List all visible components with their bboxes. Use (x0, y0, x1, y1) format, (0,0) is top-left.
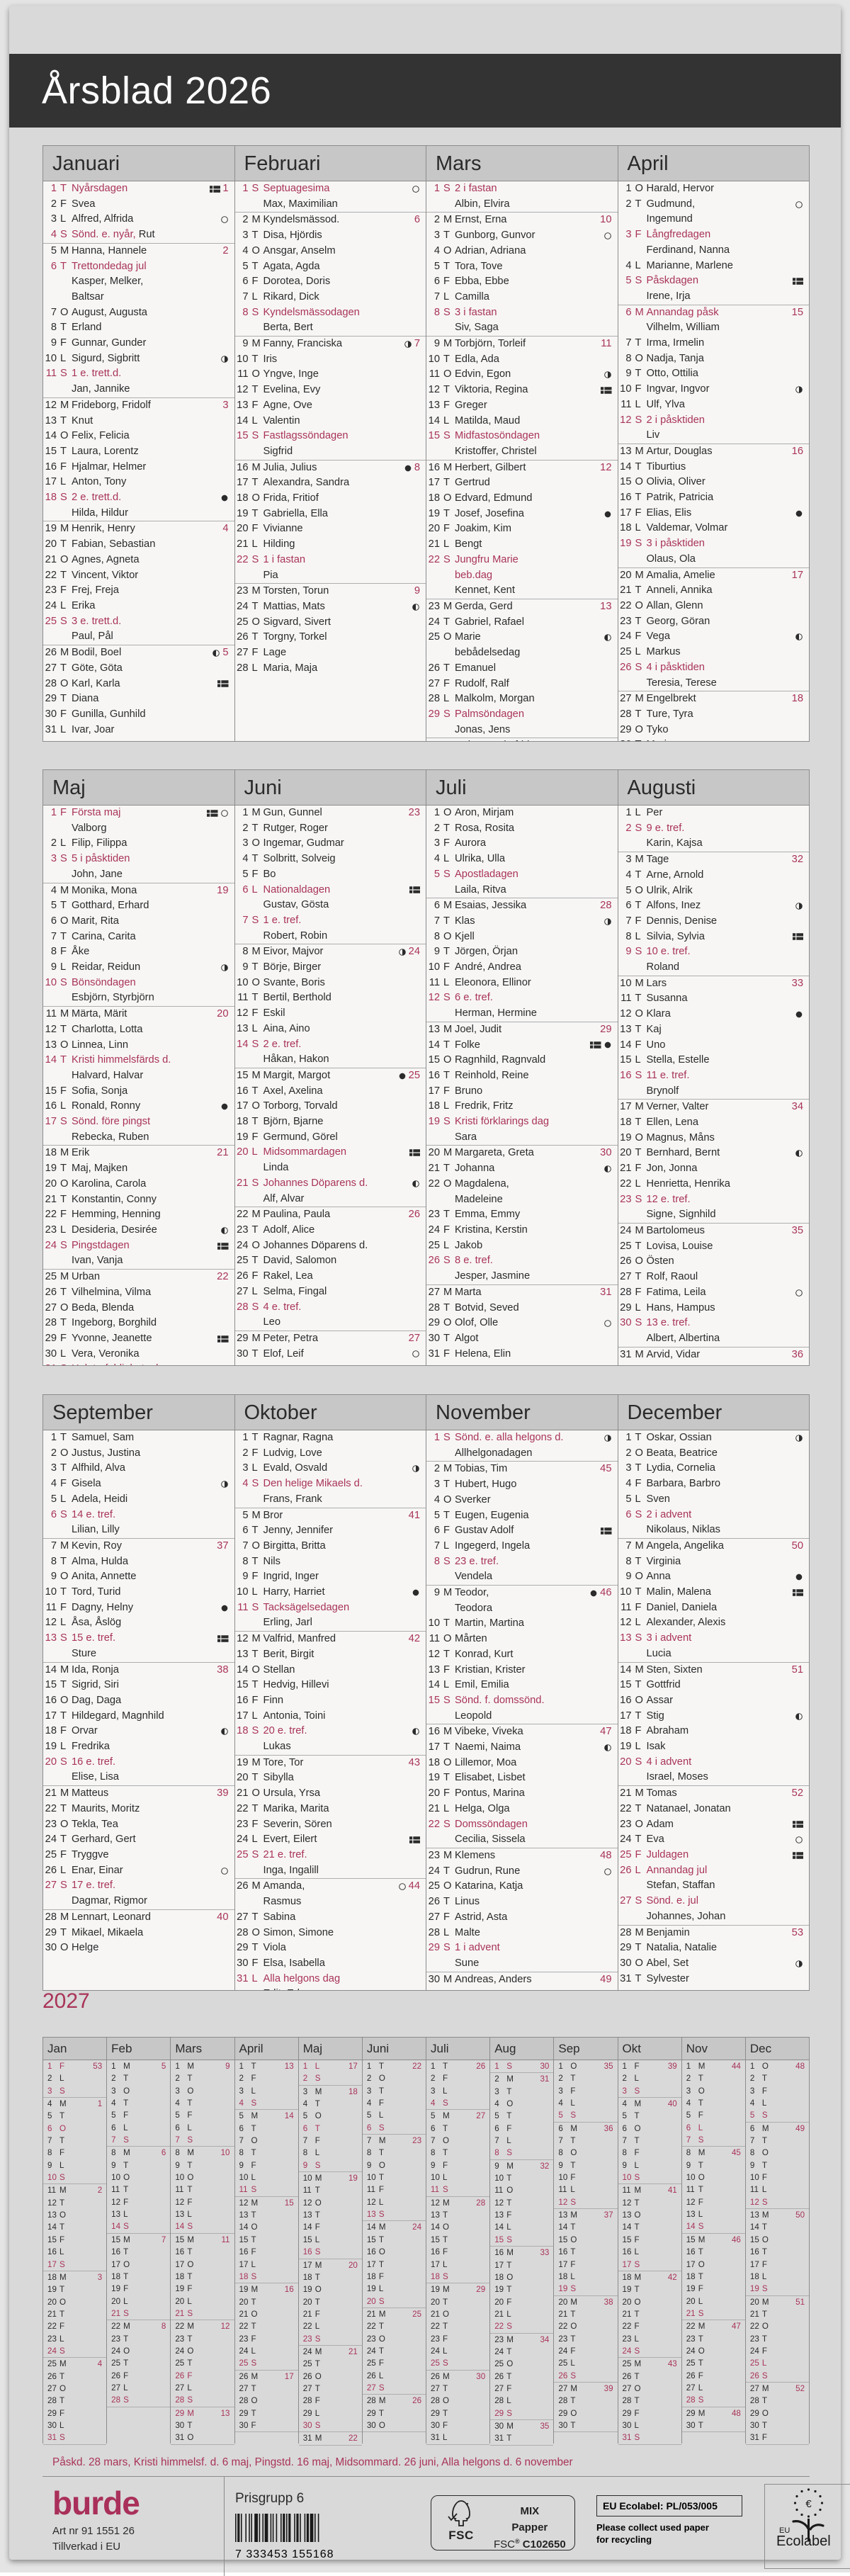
svg-text:Ecolabel: Ecolabel (776, 2533, 831, 2549)
svg-text:€: € (805, 2498, 812, 2510)
